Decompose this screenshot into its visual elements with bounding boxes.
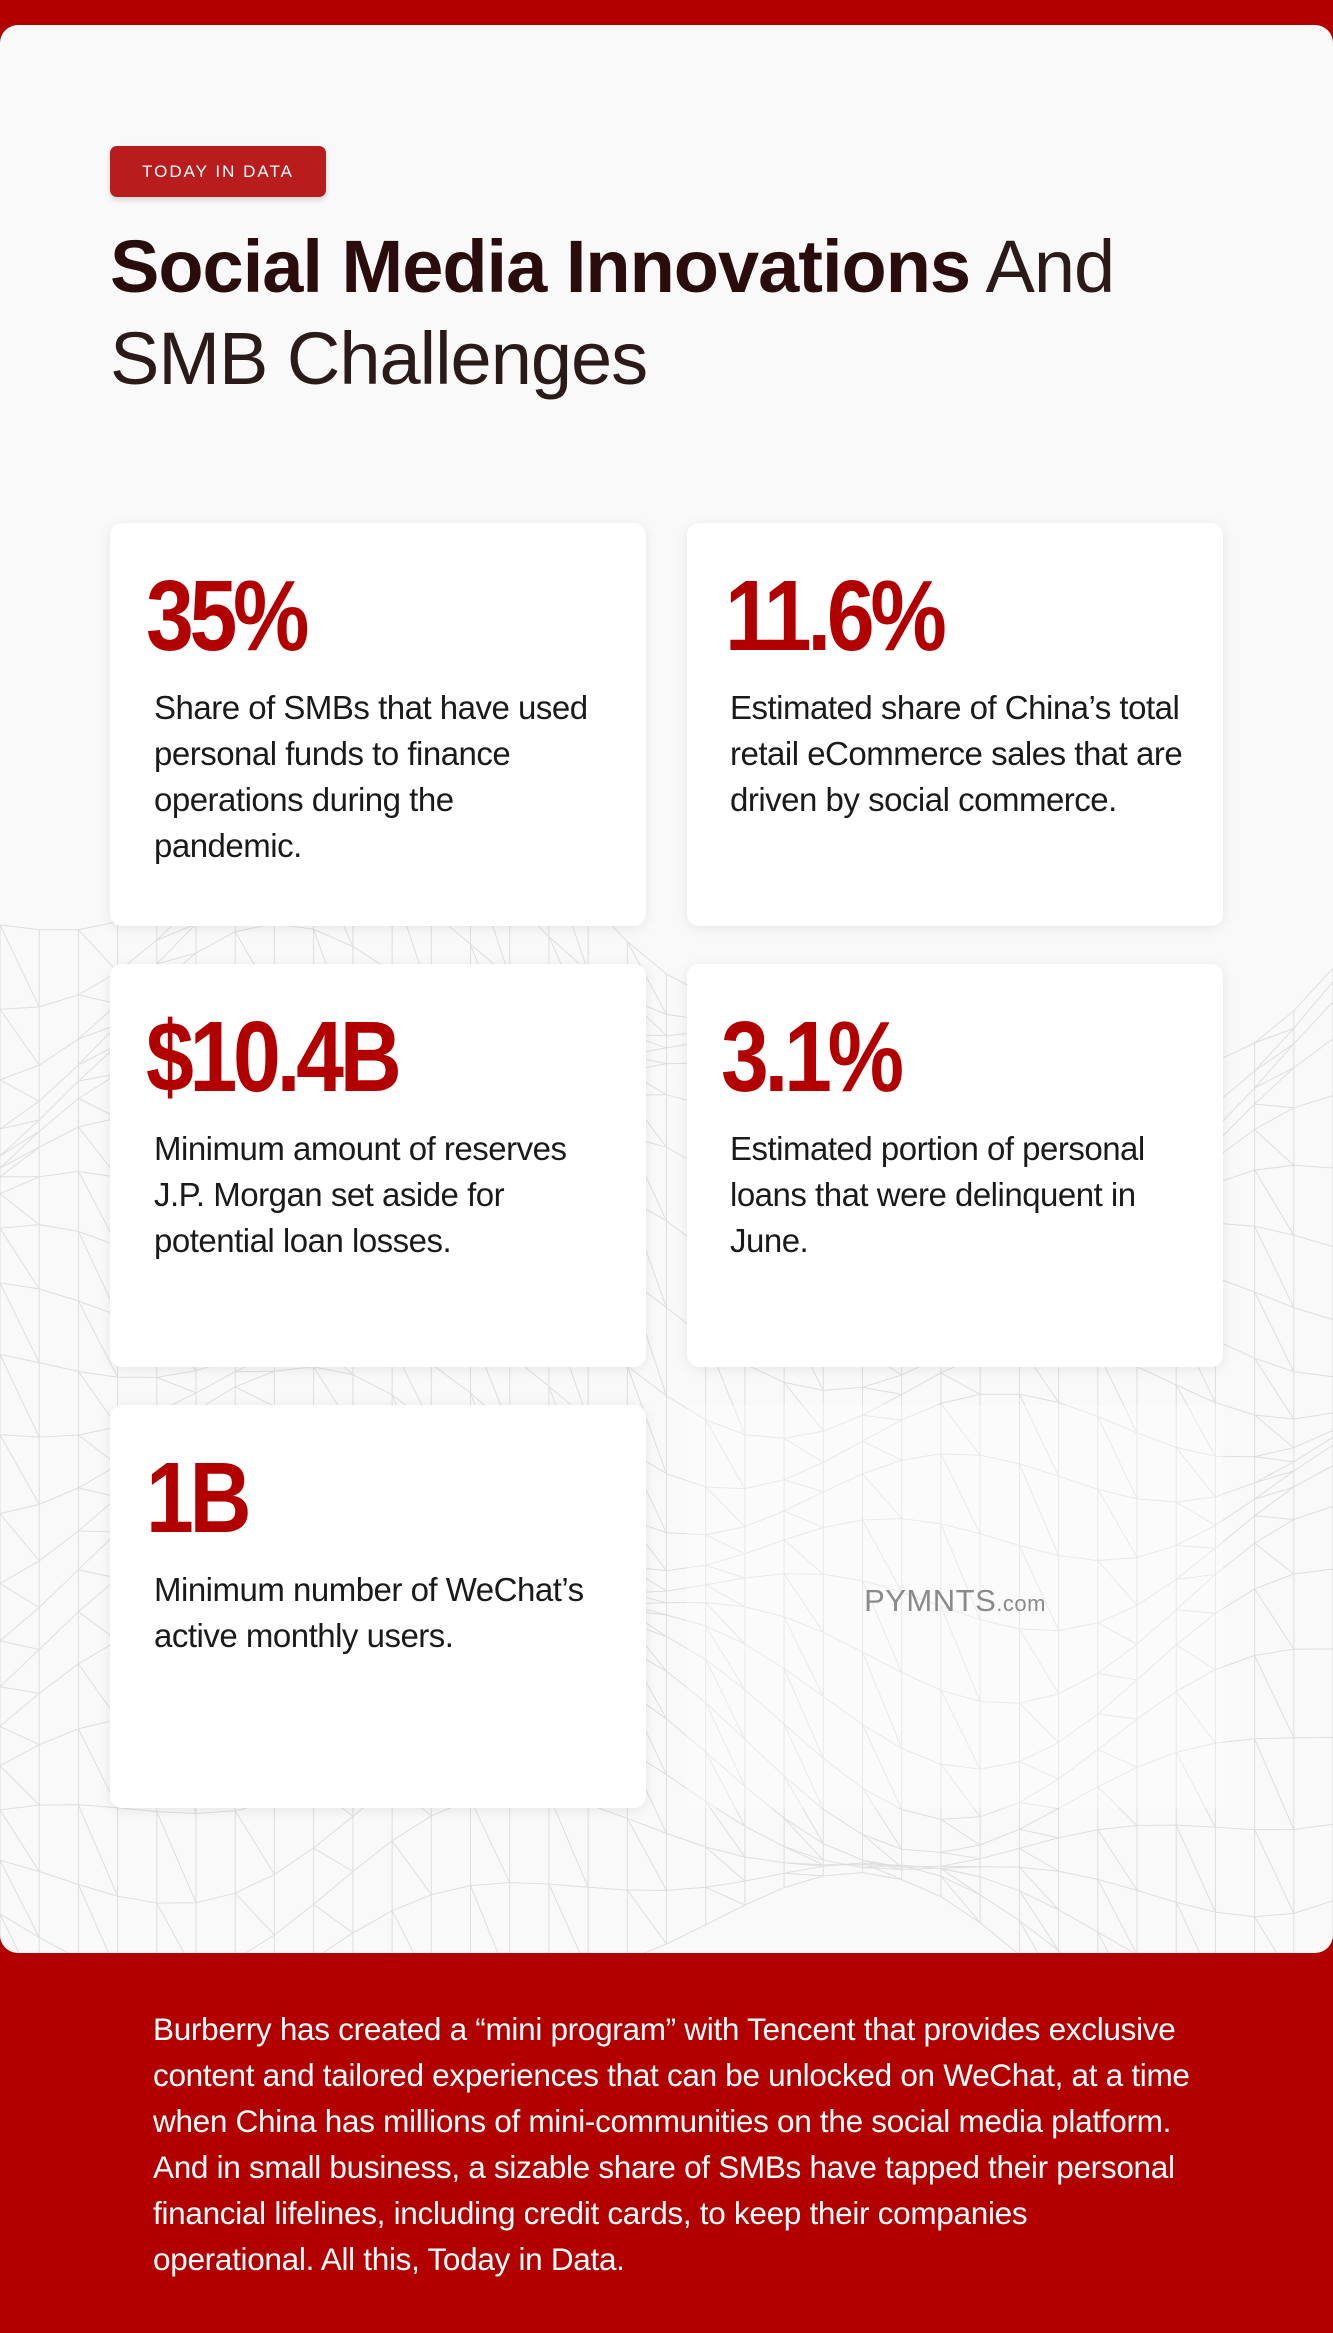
stat-card: $10.4B Minimum amount of reserves J.P. M… [110,964,646,1367]
stat-card: 35% Share of SMBs that have used persona… [110,523,646,926]
stat-description: Share of SMBs that have used personal fu… [154,689,588,864]
title-light-part: And [970,225,1116,308]
pymnts-logo: PYMNTS.com [687,1583,1223,1619]
footer-summary: Burberry has created a “mini program” wi… [153,2011,1190,2277]
stat-description: Estimated share of China’s total retail … [730,689,1183,818]
stat-description: Minimum number of WeChat’s active monthl… [154,1571,584,1654]
stat-card: 1B Minimum number of WeChat’s active mon… [110,1405,646,1808]
stat-value: 1B [146,1442,252,1554]
logo-suffix: .com [996,1591,1046,1616]
page-title: Social Media Innovations And SMB Challeng… [110,221,1210,405]
stat-card: 3.1% Estimated portion of personal loans… [687,964,1223,1367]
logo-name: PYMNTS [864,1583,997,1618]
logo-panel: PYMNTS.com [687,1405,1223,1808]
stat-description: Estimated portion of personal loans that… [730,1130,1145,1259]
infographic-canvas: TODAY IN DATA Social Media Innovations A… [0,25,1333,1953]
title-bold-part: Social Media Innovations [110,225,971,308]
stat-card: 11.6% Estimated share of China’s total r… [687,523,1223,926]
stat-value: 3.1% [721,1001,904,1113]
stat-value: 35% [146,560,310,672]
stat-value: $10.4B [146,1001,402,1113]
today-in-data-tag: TODAY IN DATA [110,146,326,197]
stat-description: Minimum amount of reserves J.P. Morgan s… [154,1130,567,1259]
title-light-part-2: SMB Challenges [110,317,648,400]
stat-value: 11.6% [725,560,947,672]
